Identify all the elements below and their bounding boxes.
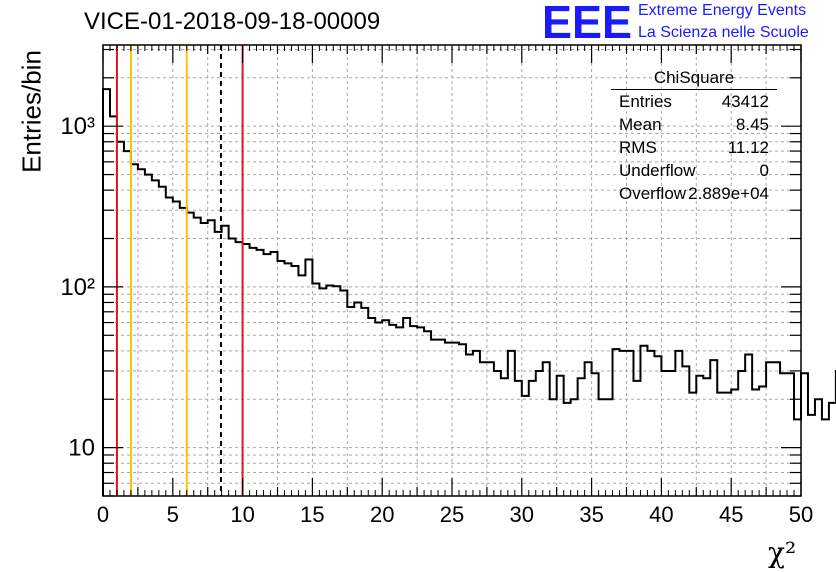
histogram-line xyxy=(102,88,836,496)
stats-key: Entries xyxy=(619,92,672,111)
y-tick-label: 10 xyxy=(68,435,95,462)
logo-line-2: La Scienza nelle Scuole xyxy=(638,24,809,41)
stats-key: Underflow xyxy=(619,161,696,180)
x-tick-label: 30 xyxy=(510,502,534,527)
y-tick-label: 10² xyxy=(60,274,95,301)
stats-value: 2.889e+04 xyxy=(688,184,769,203)
stats-row-underflow: Underflow 0 xyxy=(619,161,769,183)
plot-area xyxy=(103,45,801,496)
stats-row-overflow: Overflow 2.889e+04 xyxy=(619,184,769,206)
x-tick-label: 40 xyxy=(649,502,673,527)
x-tick-label: 45 xyxy=(719,502,743,527)
x-tick-label: 15 xyxy=(300,502,324,527)
x-tick-label: 25 xyxy=(440,502,464,527)
eee-logo: EEE xyxy=(542,0,632,44)
y-tick-label: 10³ xyxy=(60,113,95,140)
histogram-series xyxy=(102,88,836,496)
x-tick-label: 5 xyxy=(167,502,179,527)
x-tick-label: 10 xyxy=(230,502,254,527)
stats-title: ChiSquare xyxy=(653,68,735,87)
chart-title: VICE-01-2018-09-18-00009 xyxy=(84,8,381,35)
x-tick-label: 50 xyxy=(789,502,813,527)
x-tick-label: 0 xyxy=(97,502,109,527)
axis-ticks xyxy=(102,45,802,497)
stats-row-mean: Mean 8.45 xyxy=(619,115,769,137)
grid-lines xyxy=(103,45,801,497)
logo-line-1: Extreme Energy Events xyxy=(638,2,807,19)
eee-logo-mark: EEE xyxy=(542,0,632,44)
stats-key: Overflow xyxy=(619,184,687,203)
threshold-lines xyxy=(115,45,244,496)
x-tick-label: 35 xyxy=(579,502,603,527)
stats-value: 0 xyxy=(759,161,769,180)
y-axis-label: Entries/bin xyxy=(16,50,47,173)
x-axis-label: χ² xyxy=(768,536,797,569)
stats-row-rms: RMS 11.12 xyxy=(619,138,769,160)
stats-divider xyxy=(611,89,777,90)
stats-key: RMS xyxy=(619,138,657,157)
stats-row-entries: Entries 43412 xyxy=(619,92,769,114)
stats-value: 43412 xyxy=(721,92,769,111)
stats-key: Mean xyxy=(619,115,662,134)
axis-tick-labels: 0 5 10 15 20 25 30 35 40 45 50 10 10² 10³ xyxy=(60,113,813,527)
x-tick-label: 20 xyxy=(370,502,394,527)
stats-box: ChiSquare Entries 43412 Mean 8.45 RMS 11… xyxy=(611,66,781,211)
stats-value: 11.12 xyxy=(727,138,769,157)
stats-value: 8.45 xyxy=(735,115,769,134)
